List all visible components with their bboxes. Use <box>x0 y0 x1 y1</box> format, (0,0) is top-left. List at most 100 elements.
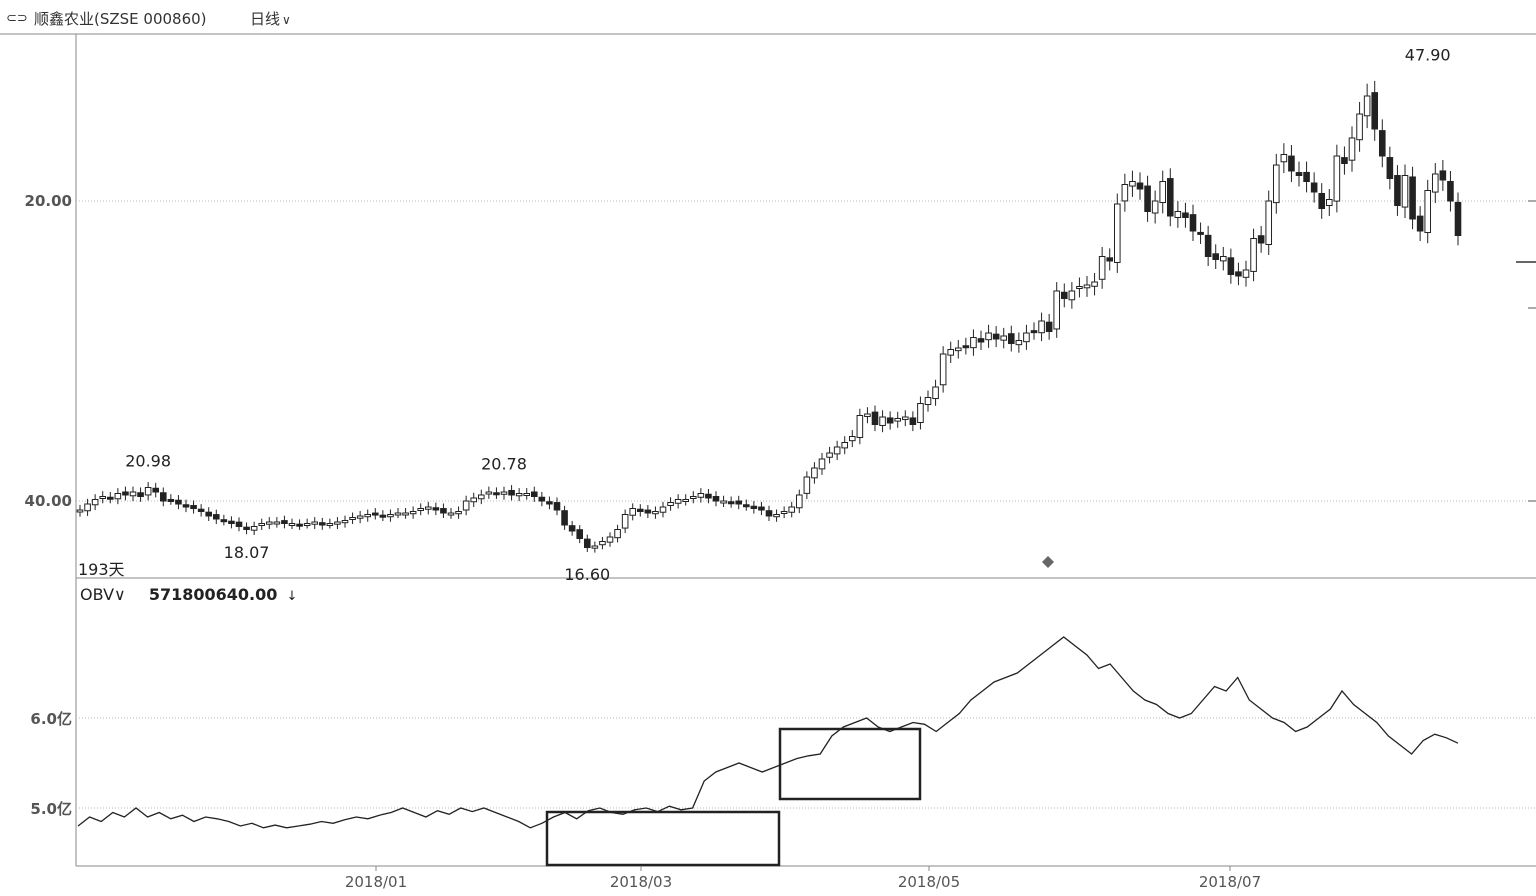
candle-body <box>455 511 462 515</box>
price-annotation: 16.60 <box>564 565 610 584</box>
candle-body <box>803 476 811 494</box>
obv-tick-label: 6.0亿 <box>30 710 72 728</box>
candle-body <box>1318 192 1326 209</box>
obv-series-line <box>77 636 1459 829</box>
candle-body <box>1159 181 1167 204</box>
candle-body <box>1424 190 1432 234</box>
candle-body <box>1454 201 1462 237</box>
candle-body <box>561 510 568 526</box>
candle-body <box>1325 199 1333 206</box>
indicator-selector[interactable]: OBV∨ <box>80 585 131 604</box>
candle-body <box>515 493 523 497</box>
candle-body <box>599 541 606 546</box>
candle-body <box>1333 155 1341 202</box>
price-tick-label: 20.00 <box>25 192 72 210</box>
x-tick-label: 2018/07 <box>1199 873 1261 891</box>
candle-body <box>296 523 303 527</box>
candle-body <box>341 520 349 524</box>
candle-body <box>652 511 659 515</box>
candle-body <box>901 416 909 420</box>
chevron-down-icon: ∨ <box>282 13 291 27</box>
candle-body <box>1356 113 1363 141</box>
candle-body <box>1341 157 1348 164</box>
candle-body <box>1439 170 1447 181</box>
candle-body <box>576 529 584 539</box>
candle-body <box>379 514 387 518</box>
candle-body <box>1431 173 1439 193</box>
candle-body <box>91 499 99 506</box>
candle-body <box>1272 164 1280 204</box>
candle-body <box>947 349 955 356</box>
candle-body <box>1060 291 1068 300</box>
candle-body <box>1113 203 1121 263</box>
candle-body <box>84 503 91 512</box>
candle-body <box>387 514 394 518</box>
candle-body <box>856 415 864 438</box>
obv-header: OBV∨ 571800640.00 ↓ <box>80 585 297 604</box>
candle-body <box>1212 253 1220 260</box>
candle-body <box>750 505 758 510</box>
candle-body <box>1197 231 1204 235</box>
candle-body <box>735 500 743 505</box>
candle-body <box>508 489 515 496</box>
candle-body <box>811 467 818 479</box>
candle-body <box>356 515 364 519</box>
candle-body <box>553 502 561 511</box>
candle-body <box>879 416 886 426</box>
candle-body <box>235 521 243 528</box>
candle-body <box>1106 257 1114 262</box>
candle-body <box>76 509 84 513</box>
x-tick-label: 2018/01 <box>345 873 407 891</box>
candle-body <box>318 522 326 526</box>
candle-body <box>682 499 690 502</box>
candle-body <box>424 506 432 510</box>
candle-body <box>977 338 985 343</box>
candle-body <box>175 499 182 505</box>
candle-body <box>833 446 841 455</box>
highlight-box <box>778 727 922 801</box>
candle-body <box>538 496 546 502</box>
candle-body <box>583 538 591 548</box>
highlight-box <box>545 810 781 867</box>
candle-body <box>144 487 152 496</box>
period-selector[interactable]: 日线 ∨ <box>250 8 291 29</box>
indicator-name: OBV <box>80 585 115 604</box>
candle-body <box>636 508 644 513</box>
candle-body <box>273 521 281 525</box>
candle-body <box>1310 182 1318 193</box>
candle-body <box>954 347 962 352</box>
title-bar: ⊂⊃ 顺鑫农业(SZSE 000860) 日线 ∨ <box>0 0 1536 34</box>
candle-body <box>493 492 500 496</box>
candle-body <box>349 517 356 520</box>
candle-body <box>697 493 705 498</box>
x-tick-label: 2018/03 <box>610 873 672 891</box>
candle-body <box>1386 157 1394 179</box>
down-arrow-icon: ↓ <box>286 589 298 604</box>
price-tick-label: 40.00 <box>25 492 72 510</box>
candle-body <box>523 493 531 496</box>
candle-body <box>1015 340 1023 346</box>
candle-body <box>546 501 553 505</box>
candle-body <box>220 519 228 523</box>
candle-body <box>1098 256 1106 280</box>
candle-body <box>727 501 735 505</box>
candle-body <box>591 545 599 549</box>
candle-body <box>871 411 879 425</box>
link-icon[interactable]: ⊂⊃ <box>6 11 28 26</box>
candle-body <box>258 523 266 526</box>
candle-body <box>886 417 894 424</box>
candle-body <box>1174 211 1182 218</box>
candle-body <box>1045 321 1053 332</box>
candle-body <box>1409 176 1416 220</box>
candle-body <box>1348 137 1356 161</box>
period-label: 日线 <box>250 10 281 28</box>
candle-body <box>621 514 629 529</box>
candle-body <box>1394 175 1401 207</box>
candle-body <box>1288 155 1295 172</box>
candle-body <box>311 521 319 525</box>
candle-body <box>932 386 939 400</box>
candle-body <box>205 511 213 517</box>
candle-body <box>1023 332 1030 343</box>
candle-body <box>780 511 788 514</box>
candle-body <box>1166 178 1174 217</box>
